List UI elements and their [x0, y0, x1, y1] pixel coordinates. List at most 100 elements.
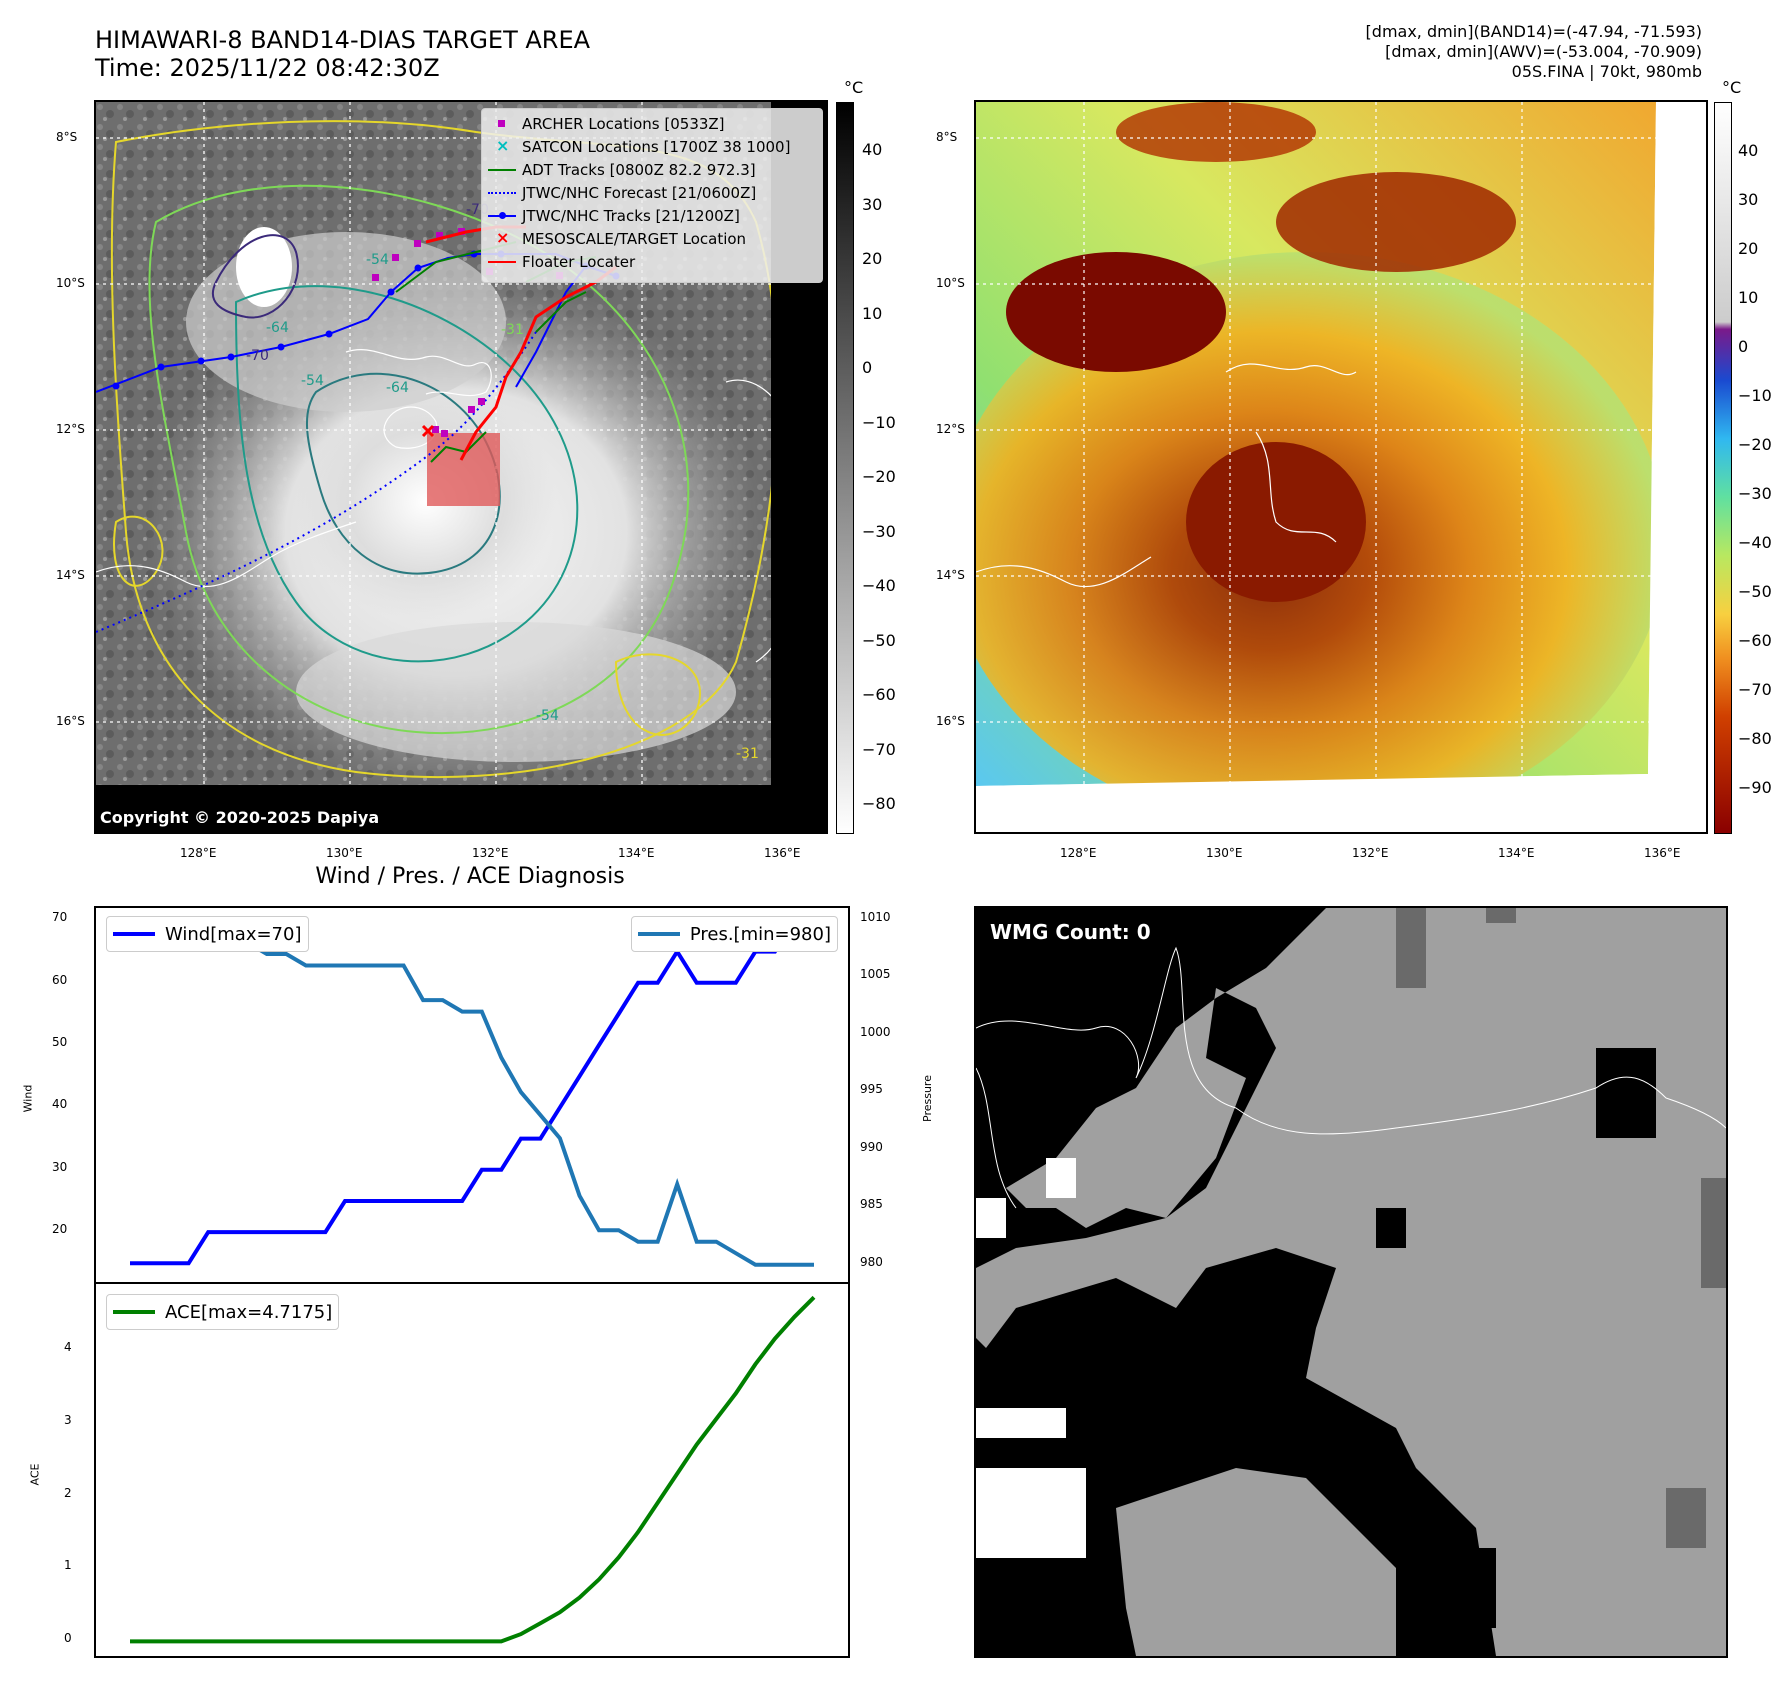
archer-point — [372, 274, 379, 281]
track-legend: ARCHER Locations [0533Z] × SATCON Location… — [481, 108, 823, 283]
awv-colorbar-tick: −50 — [1738, 582, 1772, 601]
wmg-count-label: WMG Count: 0 — [990, 920, 1151, 944]
ace-series-line — [130, 1295, 816, 1644]
figure-title: HIMAWARI-8 BAND14-DIAS TARGET AREA Time:… — [95, 26, 590, 82]
awv-colorbar-tick: −10 — [1738, 386, 1772, 405]
wmg-black-south — [1396, 1548, 1496, 1628]
lat-label: 16°S — [56, 714, 85, 728]
stats-block: [dmax, dmin](BAND14)=(-47.94, -71.593) [… — [1366, 22, 1702, 82]
contour-dark-teal — [306, 372, 501, 575]
lat-label: 14°S — [936, 568, 965, 582]
legend-key-icon — [482, 158, 522, 181]
lon-label: 130°E — [1206, 846, 1243, 860]
pressure-tick-label: 995 — [860, 1082, 883, 1097]
wind-tick-label: 70 — [52, 910, 68, 925]
ir-colorbar-tick: −10 — [862, 412, 896, 432]
legend-key-icon — [482, 204, 522, 227]
coastline-west — [96, 521, 357, 588]
legend-item: Floater Locater — [482, 250, 822, 273]
ace-tick-label: 1 — [64, 1558, 72, 1573]
awv-colorbar-tick: 20 — [1738, 239, 1759, 258]
ir-colorbar-unit: °C — [844, 78, 864, 97]
ir-colorbar-tick: −40 — [862, 576, 896, 595]
adt-track — [395, 241, 597, 463]
archer-point — [392, 254, 399, 261]
ir-cold-spot — [236, 227, 292, 307]
contour-cold-blob — [211, 234, 299, 319]
awv-map-panel — [974, 100, 1708, 834]
legend-label: JTWC/NHC Tracks [21/1200Z] — [522, 206, 740, 225]
wind-tick-label: 30 — [52, 1159, 68, 1174]
pressure-tick-label: 985 — [860, 1197, 883, 1212]
contour-yellow-2 — [113, 515, 164, 587]
lon-label: 128°E — [180, 846, 217, 860]
ace-tick-label: 4 — [64, 1339, 72, 1354]
awv-coastline-north — [1225, 363, 1357, 376]
wmg-coastline-west — [976, 1067, 1017, 1209]
awv-colorbar-tick: 40 — [1738, 141, 1759, 160]
pressure-tick-label: 1000 — [860, 1024, 891, 1039]
legend-label: SATCON Locations [1700Z 38 1000] — [522, 137, 791, 156]
ir-colorbar-tick: −70 — [862, 739, 896, 759]
ir-colorbar-tick: −60 — [862, 685, 896, 704]
copyright-text: Copyright © 2020-2025 Dapiya — [100, 808, 380, 827]
ir-colorbar-tick: −80 — [862, 794, 896, 813]
wind-tick-label: 50 — [52, 1035, 68, 1050]
awv-colorbar-tick: −60 — [1738, 631, 1772, 650]
lat-label: 8°S — [936, 130, 958, 144]
awv-colorbar-tick: 0 — [1738, 337, 1749, 356]
ace-legend: ACE[max=4.7175] — [106, 1294, 340, 1330]
lon-label: 132°E — [472, 846, 509, 860]
contour-label: -54 — [536, 708, 559, 724]
lat-label: 12°S — [56, 422, 85, 436]
awv-colorbar-tick: −90 — [1738, 778, 1772, 797]
legend-item: × MESOSCALE/TARGET Location — [482, 227, 822, 250]
legend-key-icon — [482, 250, 522, 273]
stats-line-2: [dmax, dmin](AWV)=(-53.004, -70.909) — [1385, 42, 1702, 61]
lat-label: 10°S — [936, 276, 965, 290]
awv-map — [976, 102, 1706, 832]
wmg-black-ne — [1596, 1048, 1656, 1138]
archer-point — [441, 430, 448, 437]
lat-label: 12°S — [936, 422, 965, 436]
contour-label: -64 — [386, 380, 409, 396]
jtwc-point — [387, 288, 395, 296]
wind-legend-label: Wind[max=70] — [165, 923, 302, 945]
ace-tick-label: 2 — [64, 1485, 72, 1500]
ir-map-panel: -54 -64 -70 -54 -64 -31 -54 -31 -70 ARCH… — [94, 100, 828, 834]
legend-key-icon: × — [496, 136, 510, 155]
awv-colorbar-tick: −30 — [1738, 484, 1772, 503]
ace-chart: ACE[max=4.7175] — [94, 1282, 850, 1658]
awv-colorbar-tick: 30 — [1738, 190, 1759, 209]
pressure-tick-label: 980 — [860, 1254, 883, 1269]
jtwc-point — [277, 343, 285, 351]
wind-legend-swatch — [113, 932, 155, 936]
wmg-white-4 — [976, 1468, 1086, 1558]
wmg-coastline — [976, 946, 1726, 1135]
archer-point — [478, 398, 485, 405]
awv-band-n — [1116, 102, 1316, 162]
contour-label: -70 — [246, 348, 269, 364]
wind-pressure-plot — [130, 918, 814, 1267]
ace-tick-label: 3 — [64, 1412, 72, 1427]
contour-light-green — [148, 184, 690, 735]
contour-label: -31 — [736, 746, 759, 762]
wmg-darkgray-n — [1396, 908, 1426, 988]
awv-colorbar-tick: −40 — [1738, 533, 1772, 552]
lon-label: 136°E — [764, 846, 801, 860]
ir-colorbar-tick: −30 — [862, 521, 896, 541]
ace-tick-label: 0 — [64, 1631, 72, 1646]
legend-item: JTWC/NHC Forecast [21/0600Z] — [482, 181, 822, 204]
lon-label: 134°E — [618, 846, 655, 860]
jtwc-point — [197, 357, 205, 365]
lat-label: 14°S — [56, 568, 85, 582]
contour-label: -54 — [301, 373, 324, 389]
target-box — [427, 433, 500, 506]
ace-axis-title: ACE — [28, 1463, 42, 1486]
wmg-white-3 — [976, 1408, 1066, 1438]
stats-line-3: 05S.FINA | 70kt, 980mb — [1511, 62, 1702, 81]
pressure-legend-swatch — [637, 932, 680, 936]
ir-colorbar — [836, 102, 854, 834]
ir-colorbar-tick: −20 — [862, 467, 896, 486]
archer-point — [414, 240, 421, 247]
